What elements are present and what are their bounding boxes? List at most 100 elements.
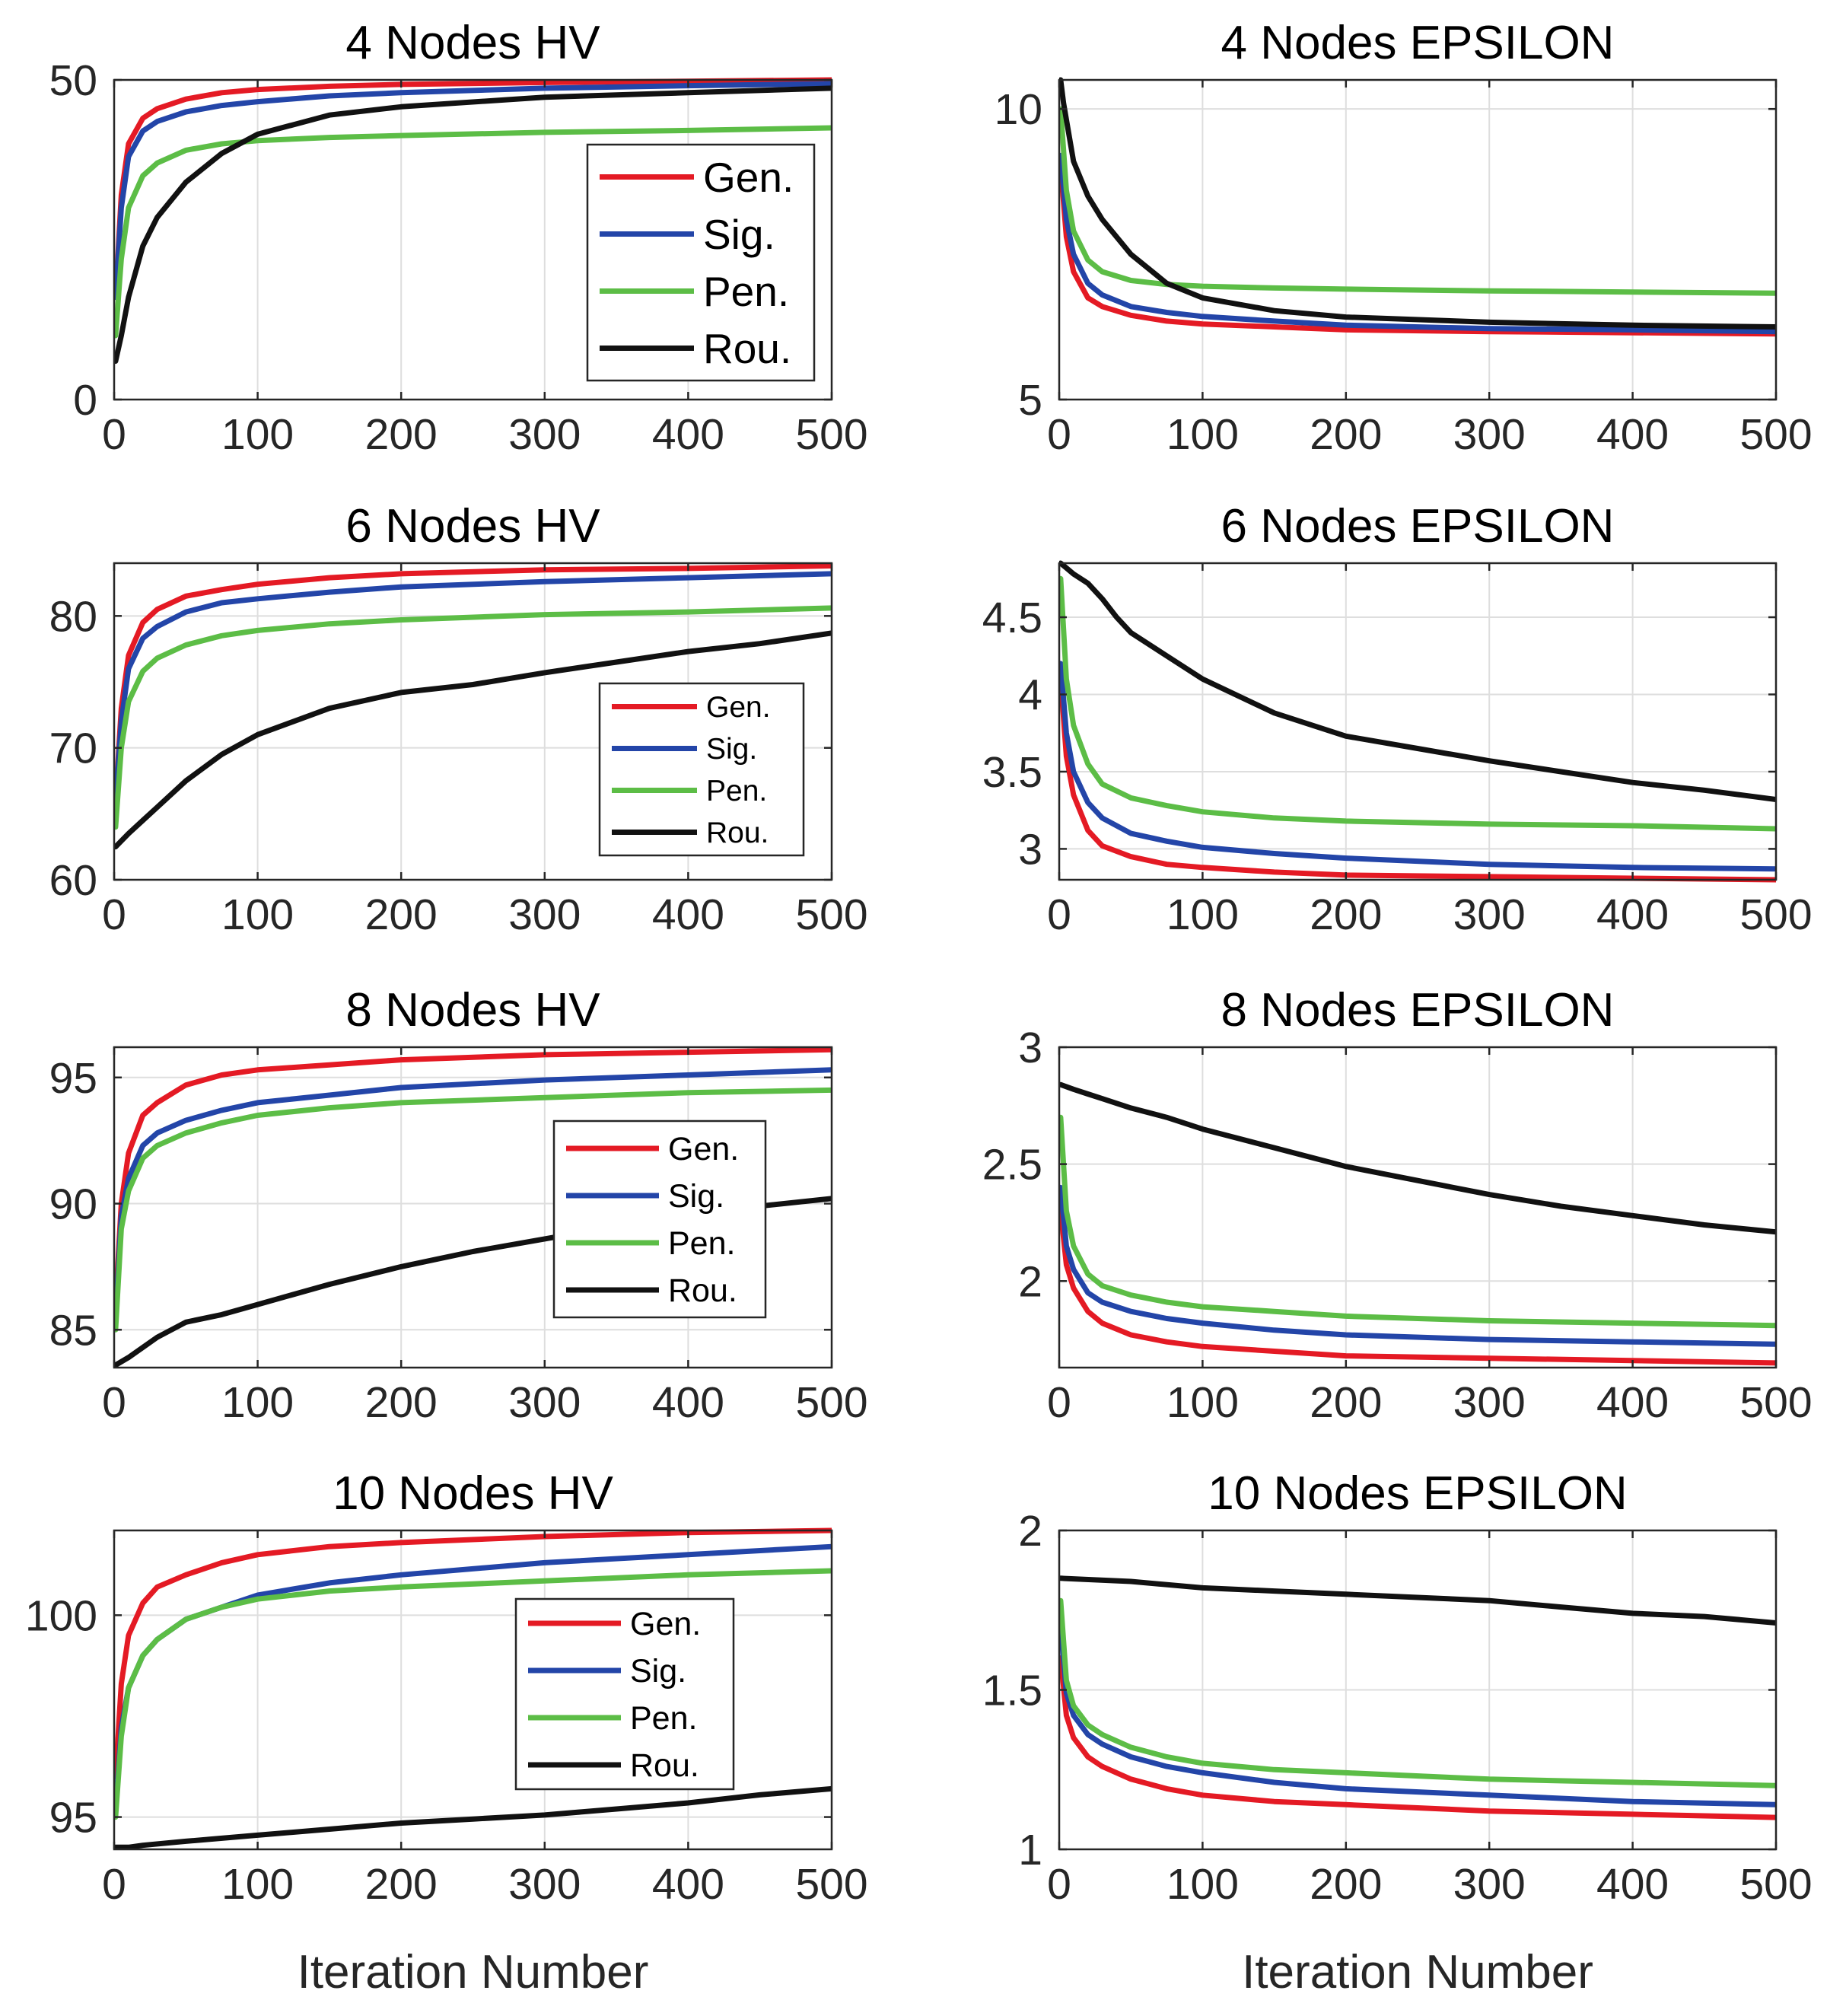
x-tick-label: 200 bbox=[365, 410, 438, 459]
y-tick-label: 90 bbox=[49, 1180, 97, 1229]
y-tick-label: 2 bbox=[1018, 1507, 1042, 1556]
series-line-rou bbox=[1059, 77, 1776, 330]
x-tick-label: 300 bbox=[508, 890, 581, 939]
x-tick-label: 400 bbox=[652, 890, 724, 939]
legend-label: Rou. bbox=[668, 1272, 737, 1309]
series-line-rou bbox=[1059, 1081, 1776, 1235]
legend: Gen. Sig. Pen. Rou. bbox=[586, 143, 816, 382]
legend-box bbox=[552, 1119, 767, 1319]
x-tick-label: 300 bbox=[508, 1378, 581, 1427]
legend-label: Sig. bbox=[630, 1653, 686, 1690]
x-tick-label: 200 bbox=[365, 1378, 438, 1427]
y-tick-label: 70 bbox=[49, 725, 97, 773]
chart-panel-3: 0 100 200 300 400 500 60 70 80 6 Nodes HV Gen. Sig.… bbox=[49, 500, 868, 939]
x-tick-label: 0 bbox=[1047, 410, 1071, 459]
x-tick-label: 500 bbox=[1739, 1378, 1812, 1427]
legend-box bbox=[586, 143, 816, 382]
y-tick-label: 50 bbox=[49, 56, 97, 105]
x-tick-label: 200 bbox=[1310, 890, 1382, 939]
y-tick-label: 85 bbox=[49, 1306, 97, 1355]
x-tick-label: 300 bbox=[1453, 1378, 1526, 1427]
x-tick-label: 200 bbox=[1310, 1378, 1382, 1427]
legend-label: Pen. bbox=[630, 1700, 697, 1737]
x-tick-label: 0 bbox=[102, 1860, 126, 1909]
x-axis-label: Iteration Number bbox=[1242, 1946, 1593, 1998]
y-tick-label: 95 bbox=[49, 1054, 97, 1103]
legend: Gen. Sig. Pen. Rou. bbox=[552, 1119, 767, 1319]
chart-panel-6: 0 100 200 300 400 500 2 2.5 3 8 Nodes EPSILON bbox=[982, 984, 1813, 1427]
chart-title: 10 Nodes HV bbox=[333, 1467, 613, 1520]
series-line-rou bbox=[114, 85, 832, 365]
legend: Gen. Sig. Pen. Rou. bbox=[514, 1597, 735, 1791]
x-tick-label: 0 bbox=[102, 410, 126, 459]
series-line-sig bbox=[1059, 661, 1776, 872]
y-tick-label: 100 bbox=[25, 1591, 97, 1640]
x-tick-label: 0 bbox=[102, 1378, 126, 1427]
series-line-pen bbox=[114, 1087, 832, 1333]
series-line-gen bbox=[1059, 1208, 1776, 1366]
series-line-sig bbox=[1059, 1623, 1776, 1807]
legend-label: Pen. bbox=[706, 775, 767, 807]
x-tick-label: 100 bbox=[221, 1860, 294, 1909]
y-tick-label: 1 bbox=[1018, 1826, 1042, 1874]
axes-box bbox=[113, 1529, 833, 1851]
x-tick-label: 100 bbox=[1166, 1378, 1239, 1427]
chart-title: 4 Nodes EPSILON bbox=[1221, 17, 1615, 69]
series-line-pen bbox=[114, 125, 832, 339]
legend-label: Pen. bbox=[668, 1225, 735, 1262]
series-line-rou bbox=[1059, 560, 1776, 802]
axes-box bbox=[113, 1046, 833, 1369]
series-line-rou bbox=[1059, 1575, 1776, 1626]
y-tick-label: 5 bbox=[1018, 376, 1042, 425]
axes-box bbox=[1058, 562, 1778, 881]
x-tick-label: 200 bbox=[1310, 410, 1382, 459]
x-tick-label: 400 bbox=[652, 410, 724, 459]
x-tick-label: 400 bbox=[1596, 410, 1669, 459]
chart-panel-7: 0 100 200 300 400 500 95 100 10 Nodes HV Iteratio… bbox=[25, 1467, 868, 1998]
legend-label: Gen. bbox=[630, 1606, 701, 1642]
legend-box bbox=[514, 1597, 735, 1791]
x-tick-label: 400 bbox=[1596, 1860, 1669, 1909]
chart-panel-5: 0 100 200 300 400 500 85 90 95 8 Nodes HV Gen. Sig.… bbox=[49, 984, 868, 1427]
legend-label: Rou. bbox=[630, 1747, 699, 1784]
legend-label: Gen. bbox=[703, 154, 794, 201]
series-line-rou bbox=[114, 630, 832, 850]
legend-label: Sig. bbox=[668, 1178, 724, 1215]
x-tick-label: 100 bbox=[1166, 410, 1239, 459]
series-line-gen bbox=[1059, 164, 1776, 337]
y-tick-label: 80 bbox=[49, 592, 97, 641]
x-tick-label: 400 bbox=[1596, 890, 1669, 939]
x-tick-label: 0 bbox=[1047, 1860, 1071, 1909]
axes-box bbox=[113, 78, 833, 401]
chart-title: 10 Nodes EPSILON bbox=[1208, 1467, 1627, 1520]
y-tick-label: 10 bbox=[995, 85, 1042, 134]
y-tick-label: 1.5 bbox=[982, 1667, 1042, 1715]
x-tick-label: 500 bbox=[795, 410, 867, 459]
chart-title: 4 Nodes HV bbox=[345, 17, 600, 69]
legend-label: Rou. bbox=[703, 325, 791, 372]
legend-label: Sig. bbox=[706, 733, 757, 766]
x-tick-label: 0 bbox=[1047, 890, 1071, 939]
x-tick-label: 200 bbox=[365, 890, 438, 939]
legend-box bbox=[598, 682, 805, 857]
x-tick-label: 500 bbox=[1739, 890, 1812, 939]
x-tick-label: 0 bbox=[102, 890, 126, 939]
plot-area bbox=[1059, 1047, 1776, 1368]
series-line-rou bbox=[114, 1785, 832, 1850]
x-axis-label: Iteration Number bbox=[298, 1946, 649, 1998]
x-tick-label: 0 bbox=[1047, 1378, 1071, 1427]
x-tick-label: 300 bbox=[508, 410, 581, 459]
x-tick-label: 500 bbox=[1739, 1860, 1812, 1909]
y-tick-label: 4.5 bbox=[982, 594, 1042, 642]
y-tick-label: 60 bbox=[49, 856, 97, 905]
y-tick-label: 0 bbox=[73, 376, 97, 425]
legend-label: Gen. bbox=[668, 1131, 739, 1167]
legend-label: Pen. bbox=[703, 268, 789, 315]
axes-box bbox=[113, 562, 833, 881]
chart-title: 8 Nodes HV bbox=[345, 984, 600, 1037]
x-tick-label: 500 bbox=[795, 890, 867, 939]
series-line-gen bbox=[1059, 1655, 1776, 1820]
y-tick-label: 2 bbox=[1018, 1257, 1042, 1306]
x-tick-label: 100 bbox=[221, 410, 294, 459]
legend-label: Sig. bbox=[703, 211, 775, 258]
